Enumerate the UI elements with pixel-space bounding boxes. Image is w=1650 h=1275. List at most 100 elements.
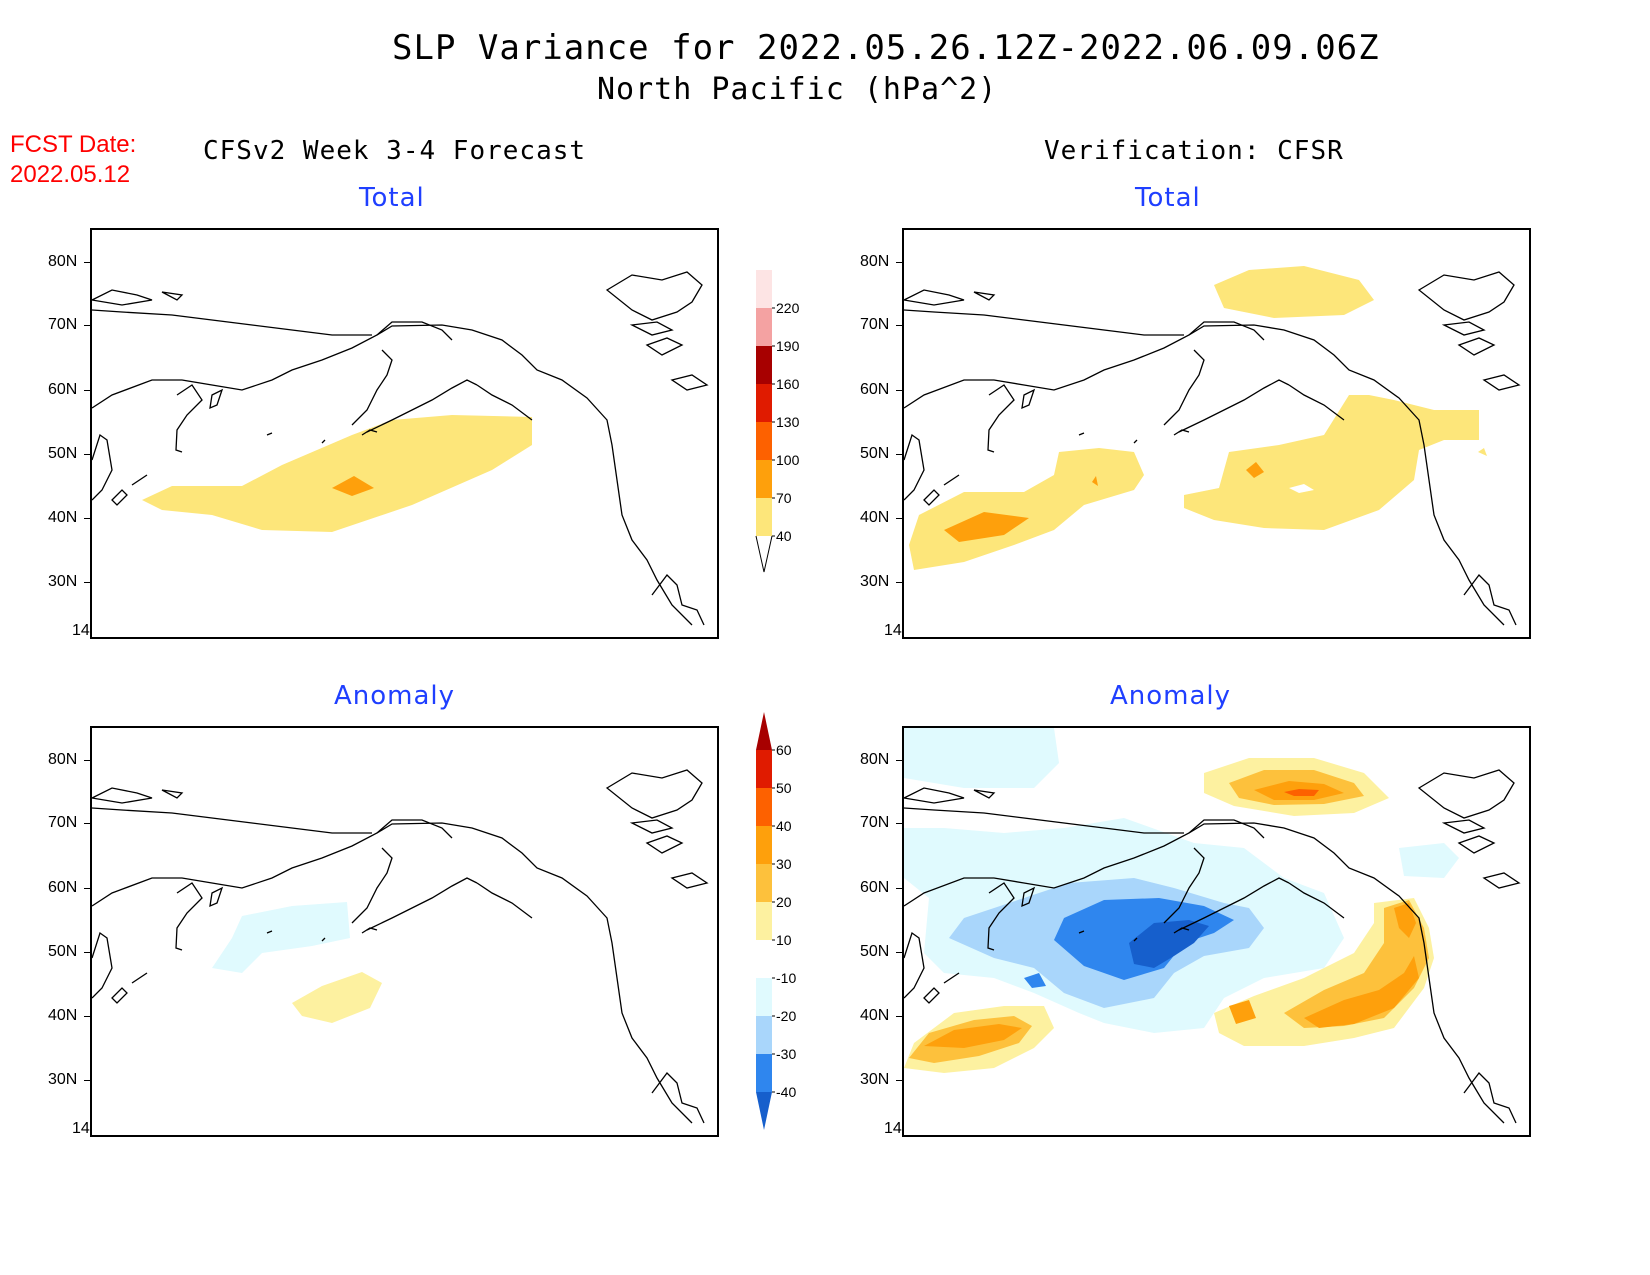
colorbar-level-label: 70 [776, 490, 792, 506]
coastline-segment [943, 972, 960, 984]
coastline-segment [629, 321, 674, 336]
coastline-segment [605, 271, 703, 321]
forecast-total-lat-tick-mark [84, 262, 90, 263]
fcst-label: FCST Date: [10, 131, 137, 158]
verification-anomaly-map [902, 726, 1531, 1137]
colorbar-swatch [756, 978, 772, 1016]
verification-total-lat-tick: 70N [860, 316, 890, 333]
coastline-segment [1463, 574, 1517, 626]
coastline-segment [1457, 337, 1496, 356]
coastline-segment [476, 384, 533, 421]
colorbar-level-label: 40 [776, 818, 792, 834]
verification-total-lat-tick-mark [896, 518, 902, 519]
coastline-segment [904, 289, 965, 306]
verification-anomaly-lat-tick: 60N [860, 879, 890, 896]
colorbar-swatch [756, 750, 772, 788]
coastline-segment [92, 807, 372, 834]
verification-total-lat-tick-mark [896, 582, 902, 583]
coastline-segment [1288, 384, 1345, 421]
coastline-segment [1482, 374, 1521, 391]
coastline-segment [645, 337, 684, 356]
colorbar-level-label: 160 [776, 376, 800, 392]
colorbar-swatch [756, 1016, 772, 1054]
coastline-segment [987, 882, 1015, 951]
verification-anomaly-lat-tick-mark [896, 888, 902, 889]
forecast-anomaly-lat-tick-mark [84, 1080, 90, 1081]
forecast-anomaly-lat-tick: 30N [48, 1071, 78, 1088]
forecast-anomaly-lat-tick-mark [84, 823, 90, 824]
colorbar-swatch [756, 788, 772, 826]
coastline-segment [1417, 769, 1515, 819]
forecast-anomaly-lat-tick: 70N [48, 814, 78, 831]
colorbar-level-label: 30 [776, 856, 792, 872]
page-subtitle: North Pacific (hPa^2) [597, 72, 998, 107]
coastline-segment [904, 807, 1184, 834]
coastline-segment [266, 927, 378, 942]
coastline-segment [670, 872, 709, 889]
coastline-segment [987, 384, 1015, 453]
forecast-total-lat-tick: 60N [48, 381, 78, 398]
colorbar-level-label: 220 [776, 300, 800, 316]
contour-40-70-west [909, 448, 1144, 570]
forecast-anomaly-lat-tick-mark [84, 952, 90, 953]
forecast-anomaly-lat-tick: 60N [48, 879, 78, 896]
colorbar-level-label: 60 [776, 742, 792, 758]
coastline [904, 769, 1521, 1124]
coastline-segment [1021, 388, 1036, 410]
coastline-segment [92, 819, 453, 907]
forecast-total-title: Total [359, 183, 425, 213]
coastline-segment [111, 489, 128, 506]
coastline [92, 271, 709, 626]
coastline-segment [1188, 822, 1505, 1124]
contour-40-70 [142, 415, 532, 532]
coastline-segment [943, 474, 960, 486]
coastline-segment [92, 433, 113, 501]
colorbar-swatch [756, 422, 772, 460]
contour-70-100-east [1246, 462, 1264, 478]
colorbar-swatch [756, 1054, 772, 1092]
contour-pos-west-30 [924, 1024, 1022, 1048]
coastline-segment [904, 433, 925, 501]
forecast-anomaly-lat-tick-mark [84, 1016, 90, 1017]
colorbar-swatch [756, 826, 772, 864]
coastline-segment [376, 822, 693, 1124]
contour-10-20 [292, 972, 382, 1023]
forecast-total-lat-tick: 80N [48, 253, 78, 270]
coastline-segment [351, 847, 393, 924]
colorbar-swatch [756, 940, 772, 978]
forecast-anomaly-lat-tick-mark [84, 888, 90, 889]
colorbar-swatch [756, 902, 772, 940]
forecast-anomaly-lat-tick: 50N [48, 943, 78, 960]
contour-pos-north-40 [1284, 789, 1319, 796]
verification-anomaly-lat-tick: 80N [860, 751, 890, 768]
contour-small-east [1478, 448, 1487, 456]
coastline-segment [629, 819, 674, 834]
forecast-total-map [90, 228, 719, 639]
verification-anomaly-lat-tick: 30N [860, 1071, 890, 1088]
coastline-segment [670, 374, 709, 391]
verification-total-lat-tick: 60N [860, 381, 890, 398]
coastline-segment [904, 819, 1265, 907]
contour-neg-light-east [1399, 843, 1459, 878]
verification-total-lat-tick-mark [896, 262, 902, 263]
colorbar-swatch [756, 864, 772, 902]
contour-neg-small [1024, 973, 1046, 988]
coastline-segment [92, 321, 453, 409]
contour-hole [1289, 484, 1314, 493]
coastline-segment [1078, 429, 1190, 444]
verification-total-lat-tick: 30N [860, 573, 890, 590]
verification-anomaly-lat-tick-mark [896, 823, 902, 824]
colorbar-level-label: 20 [776, 894, 792, 910]
coastline-segment [92, 289, 153, 306]
coastline-segment [651, 1072, 705, 1124]
coastline [92, 769, 709, 1124]
coastline-segment [1178, 379, 1290, 433]
forecast-total-lat-tick: 70N [48, 316, 78, 333]
verification-anomaly-lat-tick-mark [896, 760, 902, 761]
coastline-segment [923, 987, 940, 1004]
forecast-total-lat-tick-mark [84, 582, 90, 583]
verification-total-lat-tick-mark [896, 390, 902, 391]
colorbar-swatch [756, 498, 772, 536]
colorbar-bottom-arrow [756, 1092, 772, 1130]
coastline-segment [1163, 847, 1205, 924]
